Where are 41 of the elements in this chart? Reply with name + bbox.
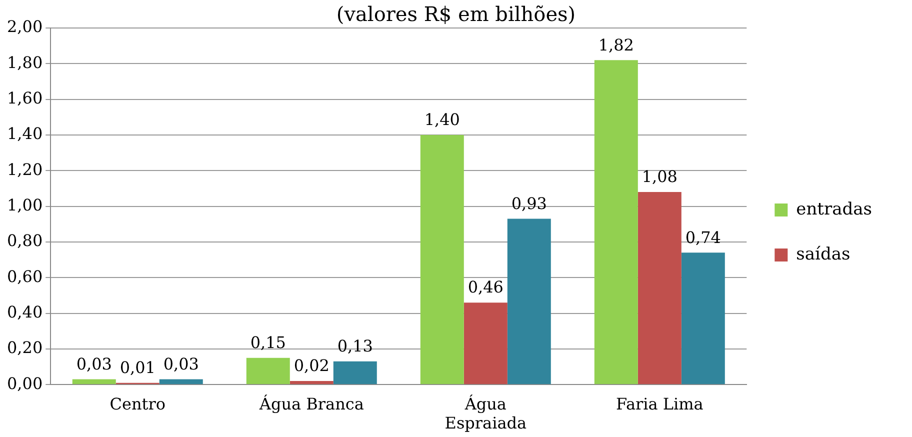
bar — [681, 252, 725, 384]
data-label: 0,74 — [685, 228, 721, 247]
bar — [246, 358, 290, 384]
bar — [159, 379, 203, 384]
data-label: 1,40 — [424, 110, 460, 130]
data-label: 0,03 — [163, 354, 199, 374]
y-tick-label: 0,20 — [7, 338, 43, 358]
data-label: 0,46 — [468, 278, 504, 297]
data-label: 0,15 — [250, 333, 286, 352]
bar — [333, 361, 377, 384]
legend-label: saídas — [796, 244, 850, 264]
legend-label: entradas — [796, 199, 872, 220]
chart-title: (valores R$ em bilhões) — [336, 2, 576, 26]
bar — [594, 60, 638, 384]
bar — [290, 381, 334, 384]
data-label: 0,13 — [337, 336, 373, 356]
data-label: 0,03 — [76, 354, 112, 374]
y-tick-label: 1,80 — [7, 52, 43, 72]
bar — [638, 192, 682, 384]
x-tick-label: Água Espraiada — [444, 394, 527, 433]
data-label: 0,02 — [294, 356, 330, 376]
x-tick-label: Centro — [110, 394, 166, 414]
data-label: 0,01 — [120, 358, 156, 377]
bar — [464, 302, 508, 384]
data-label: 1,08 — [642, 167, 678, 186]
bar — [507, 218, 551, 384]
y-tick-label: 1,20 — [7, 160, 43, 179]
x-tick-label: Água Branca — [258, 394, 364, 414]
y-tick-label: 0,40 — [7, 302, 43, 322]
y-tick-label: 1,40 — [7, 124, 43, 144]
y-tick-label: 1,60 — [7, 88, 43, 108]
x-tick-label: Faria Lima — [616, 394, 704, 414]
bar — [72, 379, 116, 384]
y-tick-label: 0,60 — [7, 266, 43, 286]
y-tick-label: 0,00 — [7, 374, 43, 393]
y-tick-label: 2,00 — [7, 17, 43, 36]
data-label: 0,93 — [511, 194, 547, 213]
y-tick-label: 1,00 — [7, 195, 43, 214]
data-label: 1,82 — [598, 35, 634, 54]
y-tick-label: 0,80 — [7, 231, 43, 250]
bar — [420, 134, 464, 384]
